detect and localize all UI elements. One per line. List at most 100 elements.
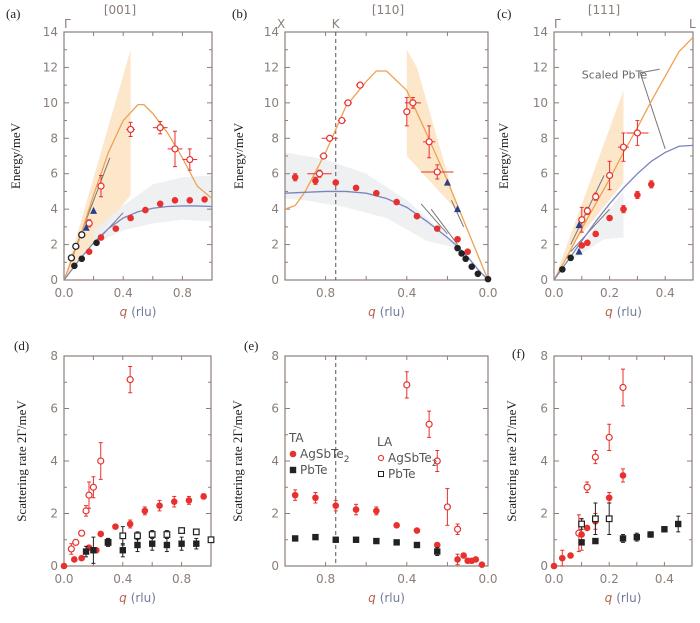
corner-label-left: Γ: [554, 17, 561, 31]
series-ta-pbte: [291, 533, 441, 556]
y-tick-label: 2: [50, 507, 58, 521]
data-point: [605, 515, 613, 523]
x-axis-label: q (rlu): [120, 305, 157, 319]
data-point: [550, 562, 558, 570]
data-point: [443, 503, 451, 511]
series-pbte-ta: [71, 239, 100, 270]
series-ta-agsbte2: [578, 180, 655, 249]
data-point: [472, 556, 480, 563]
data-point: [648, 181, 655, 188]
data-point: [207, 536, 215, 544]
legend-label: PbTe: [388, 467, 416, 481]
data-point: [85, 248, 93, 255]
y-axis-label: Scattering rate 2Γ/meV: [230, 400, 245, 522]
y-tick-label: 2: [271, 238, 279, 252]
legend-label-text: AgSbTe: [388, 451, 432, 465]
data-point: [567, 552, 574, 559]
y-tick-label: 10: [533, 96, 548, 110]
x-axis-label: q (rlu): [368, 591, 405, 605]
data-point: [70, 556, 78, 563]
x-tick-label: 0.2: [600, 572, 619, 586]
data-point: [373, 507, 380, 515]
y-tick-label: 4: [540, 202, 548, 216]
data-point: [454, 556, 461, 563]
series-ta-agsbte2: [85, 196, 208, 255]
x-axis-label: q (rlu): [119, 591, 156, 605]
series-la-agsbte2: [307, 81, 454, 180]
y-tick-label: 6: [50, 402, 58, 416]
direction-label: [001]: [104, 3, 136, 17]
data-point: [409, 99, 417, 107]
legend-label: PbTe: [300, 463, 328, 477]
y-tick-label: 8: [271, 349, 279, 363]
series-ta-agsbte2: [291, 173, 472, 255]
data-point: [126, 520, 134, 528]
legend-label-subscript: 2: [432, 459, 438, 469]
series-pbte-ta: [559, 254, 574, 273]
data-point: [171, 145, 179, 153]
data-point: [97, 234, 105, 241]
x-tick-label: 0.2: [600, 286, 619, 300]
y-tick-label: 10: [43, 96, 58, 110]
y-tick-label: 4: [540, 454, 548, 468]
y-tick-label: 6: [50, 167, 58, 181]
data-point: [403, 381, 411, 389]
series-blue: [443, 178, 462, 213]
data-point: [127, 125, 135, 134]
data-point: [134, 532, 141, 540]
data-point: [134, 541, 141, 549]
series-ta-pbte: [82, 536, 200, 564]
series-ta-pbte: [578, 515, 682, 546]
data-point: [425, 138, 433, 146]
data-point: [605, 171, 614, 180]
data-point: [606, 214, 613, 222]
x-tick-label: 0.0: [478, 286, 497, 300]
data-point: [315, 170, 324, 178]
la-uncertainty-band: [64, 49, 131, 280]
y-tick-label: 0: [271, 273, 279, 287]
data-point: [619, 535, 627, 542]
series-la-pbte: [578, 502, 613, 535]
data-point: [97, 457, 105, 465]
data-point: [67, 254, 76, 262]
y-tick-label: 4: [271, 202, 279, 216]
y-axis-label: Scattering rate 2Γ/meV: [14, 400, 29, 522]
ta-uncertainty-band: [93, 175, 212, 245]
data-point: [67, 545, 75, 553]
data-point: [312, 533, 319, 541]
data-point: [373, 537, 380, 545]
data-point: [78, 231, 86, 239]
data-point: [583, 207, 591, 215]
x-tick-label: 0.8: [316, 572, 335, 586]
data-point: [332, 536, 339, 543]
data-point: [433, 225, 441, 232]
panel-c: 0 2 4 6 8 10 12 14 0.0 0.2 0.4 q (rlu) Energy/meV (c) […: [496, 3, 696, 319]
data-point: [592, 537, 599, 545]
data-point: [141, 507, 149, 515]
series-blue: [82, 206, 98, 231]
data-point: [200, 493, 207, 500]
y-tick-label: 8: [540, 349, 548, 363]
panel-a: 0 2 4 6 8 10 12 14 0.0 0.4 0.8 q (rlu) Energy/meV (a) […: [6, 3, 213, 319]
legend-label-text: PbTe: [388, 467, 416, 481]
annotation-scaled-pbte: Scaled PbTe: [582, 69, 648, 82]
data-point: [413, 541, 421, 549]
data-point: [578, 216, 586, 224]
y-axis-label: Energy/meV: [496, 122, 511, 189]
panel-label: (d): [14, 338, 29, 353]
data-point: [90, 206, 98, 214]
data-point: [72, 242, 80, 250]
direction-label: [111]: [588, 3, 620, 17]
data-point: [171, 196, 179, 204]
data-point: [591, 515, 599, 523]
x-tick-label: 0.0: [54, 572, 73, 586]
y-tick-label: 4: [271, 454, 279, 468]
data-point: [119, 532, 127, 540]
y-tick-label: 12: [533, 60, 548, 74]
data-point: [163, 541, 171, 549]
data-point: [82, 223, 90, 231]
data-point: [464, 248, 472, 255]
legend-marker: [289, 466, 297, 474]
data-point: [605, 433, 613, 441]
data-point: [575, 247, 583, 255]
